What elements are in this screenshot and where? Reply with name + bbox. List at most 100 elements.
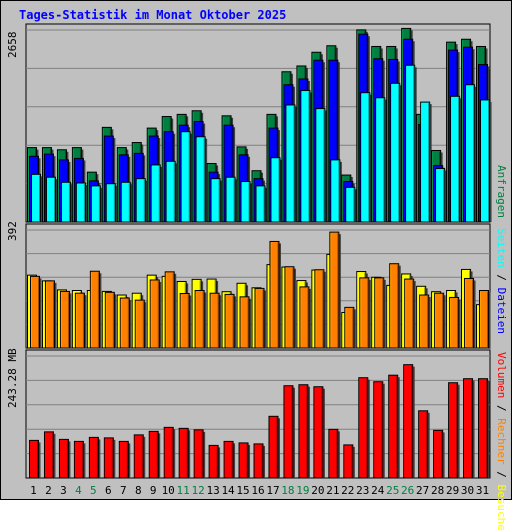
legend-separator: / [495,267,508,288]
day-label-14: 14 [221,484,235,497]
bar-rechner-day-29 [449,296,460,349]
bar-rechner-day-13 [209,292,220,349]
day-label-6: 6 [105,484,112,497]
chart-svg: 1 2 3 4 5 6 7 8 9 10 11 12 13 14 15 16 17 18 19 20 21 22 23 24 2… [25,23,492,497]
bar-seiten-day-8 [135,178,146,223]
day-label-5: 5 [90,484,97,497]
bar-seiten-day-10 [165,160,176,223]
bar-seiten-day-28 [435,168,446,223]
legend-bottom: Volumen / Rechner / Besuche [495,352,508,531]
bar-seiten-day-3 [60,181,71,223]
bar-volumen-day-10 [163,426,174,479]
bar-seiten-day-19 [300,90,311,223]
day-label-26: 26 [401,484,414,497]
bar-rechner-day-22 [344,306,355,349]
bar-rechner-day-28 [434,292,445,349]
bar-volumen-day-17 [268,415,279,479]
bar-volumen-day-16 [253,443,264,479]
legend-top: Anfragen [495,165,508,218]
bar-volumen-day-15 [238,442,249,479]
bar-volumen-day-2 [43,431,54,479]
day-label-13: 13 [206,484,219,497]
legend-separator: / [495,398,508,419]
bar-seiten-day-21 [330,159,341,223]
bar-rechner-day-9 [149,279,160,349]
bar-rechner-day-16 [254,287,265,349]
bar-seiten-day-17 [270,157,281,223]
bar-seiten-day-9 [150,164,161,223]
bar-rechner-day-15 [239,296,250,349]
bar-rechner-day-5 [89,270,100,349]
bar-volumen-day-13 [208,444,219,479]
bar-rechner-day-26 [404,278,415,349]
chart-title: Tages-Statistik im Monat Oktober 2025 [19,8,287,22]
day-label-27: 27 [416,484,429,497]
bar-volumen-day-30 [463,378,474,479]
bar-seiten-day-31 [480,99,491,223]
bottom-ymax-label: 243.28 MB [6,348,19,408]
bar-seiten-day-29 [450,95,461,223]
day-label-29: 29 [446,484,459,497]
day-label-1: 1 [30,484,37,497]
bar-rechner-day-11 [179,293,190,349]
bar-volumen-day-22 [343,444,354,479]
bar-volumen-day-20 [313,386,324,479]
legend-rechner: Rechner [495,418,508,465]
legend-besuche: Besuche [495,484,508,531]
day-label-25: 25 [386,484,399,497]
bar-seiten-day-30 [465,84,476,223]
bar-rechner-day-12 [194,290,205,349]
day-label-23: 23 [356,484,369,497]
bar-seiten-day-27 [420,101,431,223]
bar-seiten-day-6 [105,183,116,223]
day-label-31: 31 [476,484,489,497]
day-label-21: 21 [326,484,339,497]
day-label-24: 24 [371,484,385,497]
bar-volumen-day-31 [478,378,489,479]
bar-volumen-day-19 [298,384,309,479]
bar-volumen-day-14 [223,440,234,479]
day-label-4: 4 [75,484,82,497]
bar-rechner-day-2 [44,280,55,349]
bar-rechner-day-30 [464,277,475,349]
day-label-30: 30 [461,484,474,497]
bar-volumen-day-25 [388,374,399,479]
legend-middle: Seiten / Dateien [495,228,508,334]
bar-rechner-day-7 [119,297,130,349]
bar-rechner-day-4 [74,292,85,349]
bar-volumen-day-28 [433,429,444,479]
bar-seiten-day-16 [255,185,266,223]
bar-volumen-day-4 [73,440,84,479]
day-label-3: 3 [60,484,67,497]
bar-volumen-day-5 [88,436,99,479]
bar-seiten-day-22 [345,186,356,223]
bar-seiten-day-18 [285,104,296,223]
bar-rechner-day-31 [479,290,490,349]
bar-seiten-day-14 [225,176,236,223]
day-label-19: 19 [296,484,309,497]
bar-seiten-day-13 [210,178,221,223]
bar-seiten-day-4 [75,182,86,223]
bar-volumen-day-26 [403,364,414,479]
middle-ymax-label: 392 [6,221,19,241]
bar-seiten-day-20 [315,108,326,223]
bar-seiten-day-25 [390,82,401,223]
bar-rechner-day-23 [359,277,370,349]
bar-volumen-day-27 [418,410,429,479]
bar-volumen-day-12 [193,429,204,479]
bar-seiten-day-2 [45,176,56,223]
bar-seiten-day-15 [240,181,251,223]
bar-seiten-day-5 [90,185,101,223]
day-label-9: 9 [150,484,157,497]
bar-rechner-day-14 [224,293,235,349]
bar-rechner-day-10 [164,271,175,349]
day-label-8: 8 [135,484,142,497]
bar-volumen-day-23 [358,377,369,479]
day-label-10: 10 [162,484,175,497]
bar-volumen-day-7 [118,440,129,479]
legend-separator: / [495,464,508,485]
bar-seiten-day-24 [375,97,386,223]
day-label-15: 15 [236,484,249,497]
bar-volumen-day-6 [103,437,114,479]
bar-volumen-day-9 [148,430,159,479]
